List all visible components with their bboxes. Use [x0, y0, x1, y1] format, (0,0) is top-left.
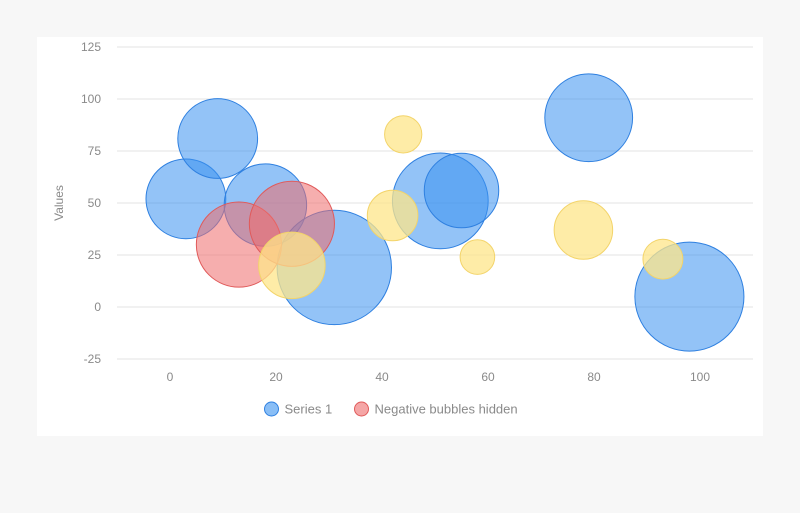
y-tick-label: 100: [81, 92, 101, 106]
y-tick-label: -25: [84, 352, 102, 366]
legend-marker: [264, 401, 279, 417]
legend-label: Negative bubbles hidden: [375, 402, 518, 417]
x-tick-label: 80: [587, 370, 601, 384]
y-tick-label: 75: [88, 144, 102, 158]
y-tick-label: 50: [88, 196, 102, 210]
bubbles: [145, 73, 745, 352]
legend-marker: [354, 401, 369, 417]
legend-item[interactable]: Series 1: [264, 401, 333, 417]
bubble-series3-5[interactable]: [553, 200, 614, 260]
bubble-chart: 125 100 75 50 25 0 -25 0 20 40 60 80 100 Values Ser…: [52, 40, 753, 417]
x-tick-label: 20: [269, 370, 283, 384]
legend-label: Series 1: [285, 402, 333, 417]
bubble-series1-7[interactable]: [544, 73, 634, 163]
bubble-series1-2[interactable]: [177, 98, 259, 179]
x-tick-label: 100: [690, 370, 710, 384]
bubble-series1-6[interactable]: [423, 152, 500, 229]
bubble-series3-3[interactable]: [384, 115, 423, 154]
y-axis-title: Values: [52, 185, 66, 221]
bubble-series3-6[interactable]: [642, 238, 684, 280]
y-tick-label: 25: [88, 248, 102, 262]
x-axis-ticks: 0 20 40 60 80 100: [167, 370, 711, 384]
chart-card: 125 100 75 50 25 0 -25 0 20 40 60 80 100 Values Ser…: [37, 37, 763, 436]
legend-item[interactable]: Negative bubbles hidden: [354, 401, 518, 417]
x-tick-label: 0: [167, 370, 174, 384]
bubble-series3-1[interactable]: [258, 231, 326, 300]
x-tick-label: 40: [375, 370, 389, 384]
y-tick-label: 0: [94, 300, 101, 314]
x-tick-label: 60: [481, 370, 495, 384]
y-axis-ticks: 125 100 75 50 25 0 -25: [81, 40, 101, 366]
legend: Series 1 Negative bubbles hidden: [264, 401, 518, 417]
bubble-series3-4[interactable]: [459, 239, 496, 275]
y-tick-label: 125: [81, 40, 101, 54]
bubble-series3-2[interactable]: [366, 189, 419, 242]
